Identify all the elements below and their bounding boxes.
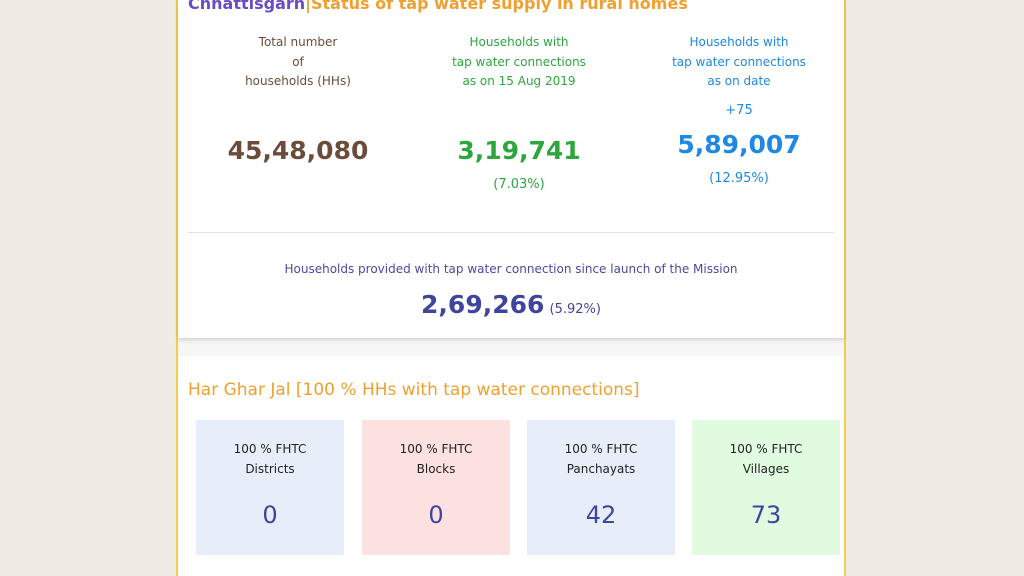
line: Total number xyxy=(258,35,338,49)
label: Households provided with tap water conne… xyxy=(284,262,738,276)
line: 100 % FHTC xyxy=(233,442,307,456)
line: tap water connections xyxy=(452,54,586,69)
title-text: Status of tap water supply in rural home… xyxy=(311,0,688,13)
summary-card: Chhattisgarh|Status of tap water supply … xyxy=(178,0,844,338)
value: 3,19,741 xyxy=(457,135,581,165)
state: Chhattisgarh xyxy=(188,0,306,13)
value: 0 xyxy=(262,501,278,529)
title: Chhattisgarh|Status of tap water supply … xyxy=(188,0,688,13)
stat-today: Households with tap water connections as o… xyxy=(629,33,849,186)
line: 100 % FHTC xyxy=(564,442,638,456)
line: Blocks xyxy=(416,461,456,476)
value: 5,89,007 xyxy=(677,129,801,159)
panel: Chhattisgarh|Status of tap water supply … xyxy=(176,0,846,576)
value: 45,48,080 xyxy=(227,135,369,165)
card: 100 % FHTC Villages 73 xyxy=(692,420,840,555)
line: 100 % FHTC xyxy=(729,442,803,456)
card: 100 % FHTC Districts 0 xyxy=(196,420,344,555)
label: Households with tap water connections as o… xyxy=(409,33,629,92)
value: 73 xyxy=(750,501,782,529)
card: 100 % FHTC Blocks 0 xyxy=(362,420,510,555)
line: tap water connections xyxy=(672,54,806,69)
line: Households with xyxy=(469,35,569,49)
divider xyxy=(188,232,834,233)
separator: | xyxy=(305,0,311,13)
mission-value: 2,69,266 (5.92%) xyxy=(178,290,844,319)
line: 100 % FHTC xyxy=(399,442,473,456)
section-title: Har Ghar Jal [100 % HHs with tap water c… xyxy=(188,380,640,400)
label: Total number of households (HHs) xyxy=(188,33,408,92)
line: of xyxy=(292,54,304,69)
har-ghar-jal: Har Ghar Jal [100 % HHs with tap water c… xyxy=(178,356,844,576)
line: as on date xyxy=(707,74,771,88)
stat-total: Total number of households (HHs) 45,48,080 xyxy=(188,33,408,165)
label: Households with tap water connections as o… xyxy=(629,33,849,92)
line: households (HHs) xyxy=(245,74,351,88)
value: 42 xyxy=(585,501,617,529)
line: Households with xyxy=(689,35,789,49)
stat-2019: Households with tap water connections as o… xyxy=(409,33,629,192)
percent: (12.95%) xyxy=(709,170,769,186)
delta: +75 xyxy=(725,102,753,118)
line: Districts xyxy=(245,461,295,476)
value: 2,69,266 xyxy=(421,289,545,319)
line: as on 15 Aug 2019 xyxy=(462,74,576,88)
percent: (5.92%) xyxy=(549,301,601,317)
line: Panchayats xyxy=(566,461,636,476)
mission: Households provided with tap water conne… xyxy=(178,260,844,319)
value: 0 xyxy=(428,501,444,529)
percent: (7.03%) xyxy=(493,176,545,192)
card: 100 % FHTC Panchayats 42 xyxy=(527,420,675,555)
line: Villages xyxy=(742,461,790,476)
